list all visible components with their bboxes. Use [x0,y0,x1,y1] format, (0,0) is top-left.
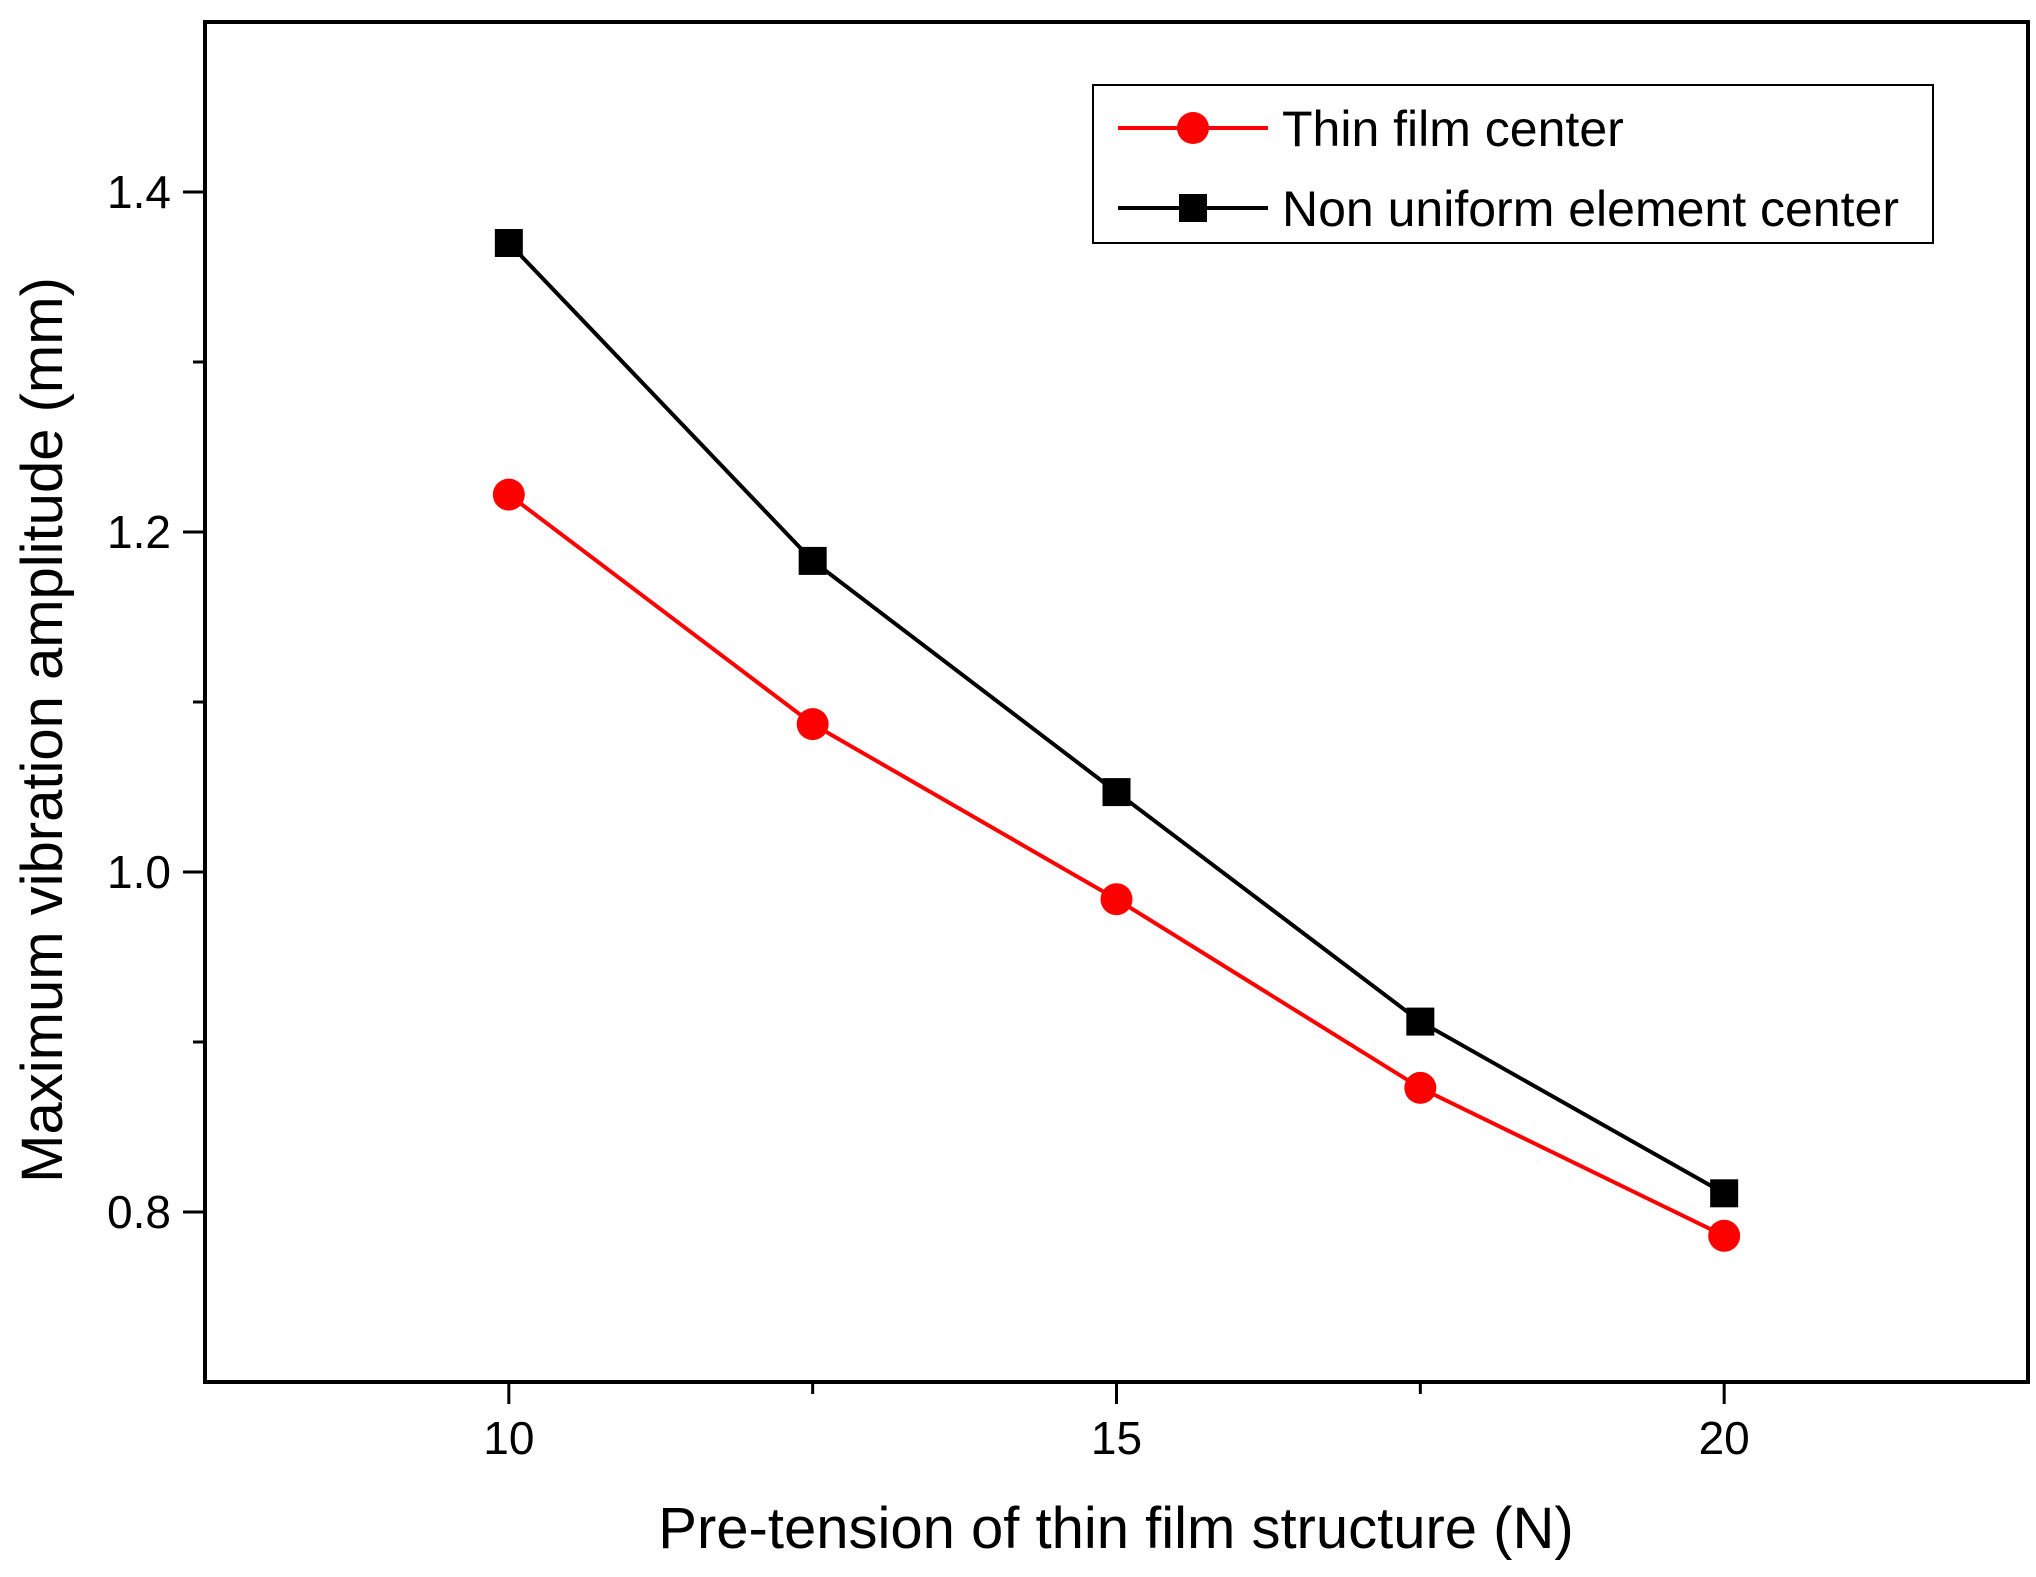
data-point-square [1102,778,1131,807]
y-tick-label: 1.0 [107,846,171,898]
y-axis-title: Maximum vibration amplitude (mm) [10,277,75,1183]
legend-marker-square [1179,194,1207,222]
y-tick-label: 1.2 [107,506,171,558]
data-point-circle [796,708,829,741]
legend-label: Non uniform element center [1282,181,1899,237]
data-point-square [1710,1179,1739,1208]
series-non-uniform-element-center [494,229,1739,1208]
data-point-circle [1100,883,1133,916]
data-point-circle [492,478,525,511]
x-tick-label: 15 [1091,1412,1142,1464]
series-line [507,241,1726,1196]
series-line [507,493,1726,1238]
axis-ticks: 10 15 20 0.8 1.0 1.2 1.4 [107,166,1750,1464]
series-layer [492,229,1741,1252]
x-axis-title: Pre-tension of thin film structure (N) [658,1496,1573,1561]
series-thin-film-center [492,478,1741,1252]
y-tick-label: 0.8 [107,1186,171,1238]
legend-marker-circle [1177,112,1209,144]
data-point-square [494,229,523,257]
legend-label: Thin film center [1282,101,1624,157]
legend-box [1092,84,1934,244]
x-tick-label: 20 [1699,1412,1750,1464]
data-point-circle [1404,1071,1437,1104]
data-point-square [798,546,827,575]
data-point-circle [1708,1219,1741,1252]
legend: Thin film center Non uniform element cent… [1092,84,1934,244]
data-point-square [1406,1007,1435,1036]
legend-items: Thin film center Non uniform element cent… [1118,101,1899,237]
x-tick-label: 10 [483,1412,534,1464]
y-tick-label: 1.4 [107,166,171,218]
